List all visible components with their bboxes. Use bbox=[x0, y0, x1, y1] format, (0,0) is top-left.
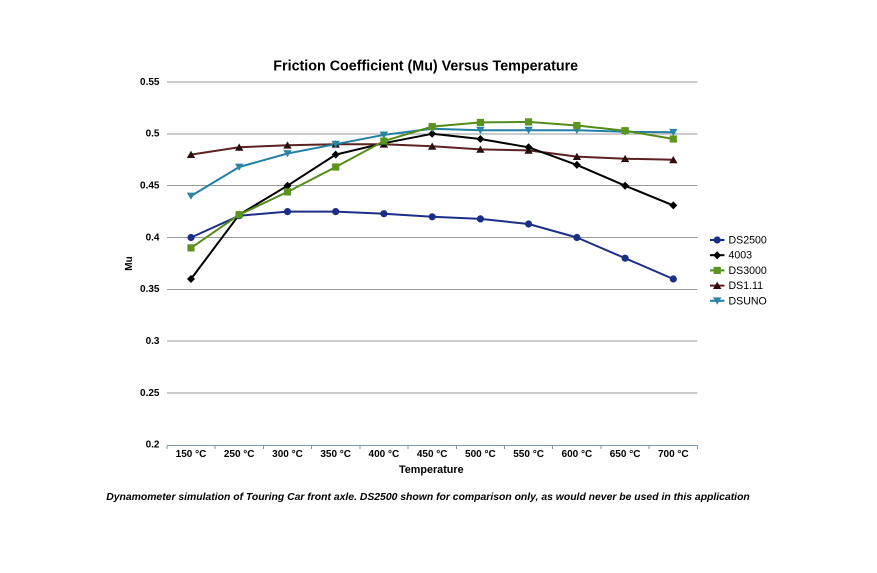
svg-text:DS1.11: DS1.11 bbox=[729, 280, 764, 292]
svg-text:0.25: 0.25 bbox=[140, 388, 160, 399]
svg-text:0.45: 0.45 bbox=[140, 181, 160, 192]
svg-text:Temperature: Temperature bbox=[399, 464, 464, 476]
svg-text:500 °C: 500 °C bbox=[465, 449, 496, 460]
svg-text:DSUNO: DSUNO bbox=[729, 295, 767, 307]
svg-text:Dynamometer simulation of Tour: Dynamometer simulation of Touring Car fr… bbox=[106, 492, 750, 503]
svg-text:150 °C: 150 °C bbox=[176, 449, 207, 460]
svg-text:0.3: 0.3 bbox=[146, 336, 160, 347]
svg-text:Friction Coefficient (Mu) Vers: Friction Coefficient (Mu) Versus Tempera… bbox=[273, 58, 578, 74]
svg-text:Mu: Mu bbox=[124, 256, 135, 270]
svg-text:700 °C: 700 °C bbox=[658, 449, 689, 460]
svg-text:0.5: 0.5 bbox=[146, 129, 160, 140]
svg-text:0.55: 0.55 bbox=[140, 77, 160, 88]
svg-text:DS3000: DS3000 bbox=[729, 265, 767, 277]
svg-text:400 °C: 400 °C bbox=[369, 449, 400, 460]
svg-text:450 °C: 450 °C bbox=[417, 449, 448, 460]
svg-text:650 °C: 650 °C bbox=[610, 449, 641, 460]
svg-text:300 °C: 300 °C bbox=[272, 449, 303, 460]
svg-text:350 °C: 350 °C bbox=[320, 449, 351, 460]
svg-text:DS2500: DS2500 bbox=[729, 235, 767, 247]
svg-text:0.35: 0.35 bbox=[140, 284, 160, 295]
svg-text:600 °C: 600 °C bbox=[562, 449, 593, 460]
svg-text:0.4: 0.4 bbox=[146, 232, 160, 243]
svg-text:250 °C: 250 °C bbox=[224, 449, 255, 460]
svg-text:4003: 4003 bbox=[729, 250, 753, 262]
svg-text:550 °C: 550 °C bbox=[513, 449, 544, 460]
svg-text:0.2: 0.2 bbox=[146, 440, 160, 451]
